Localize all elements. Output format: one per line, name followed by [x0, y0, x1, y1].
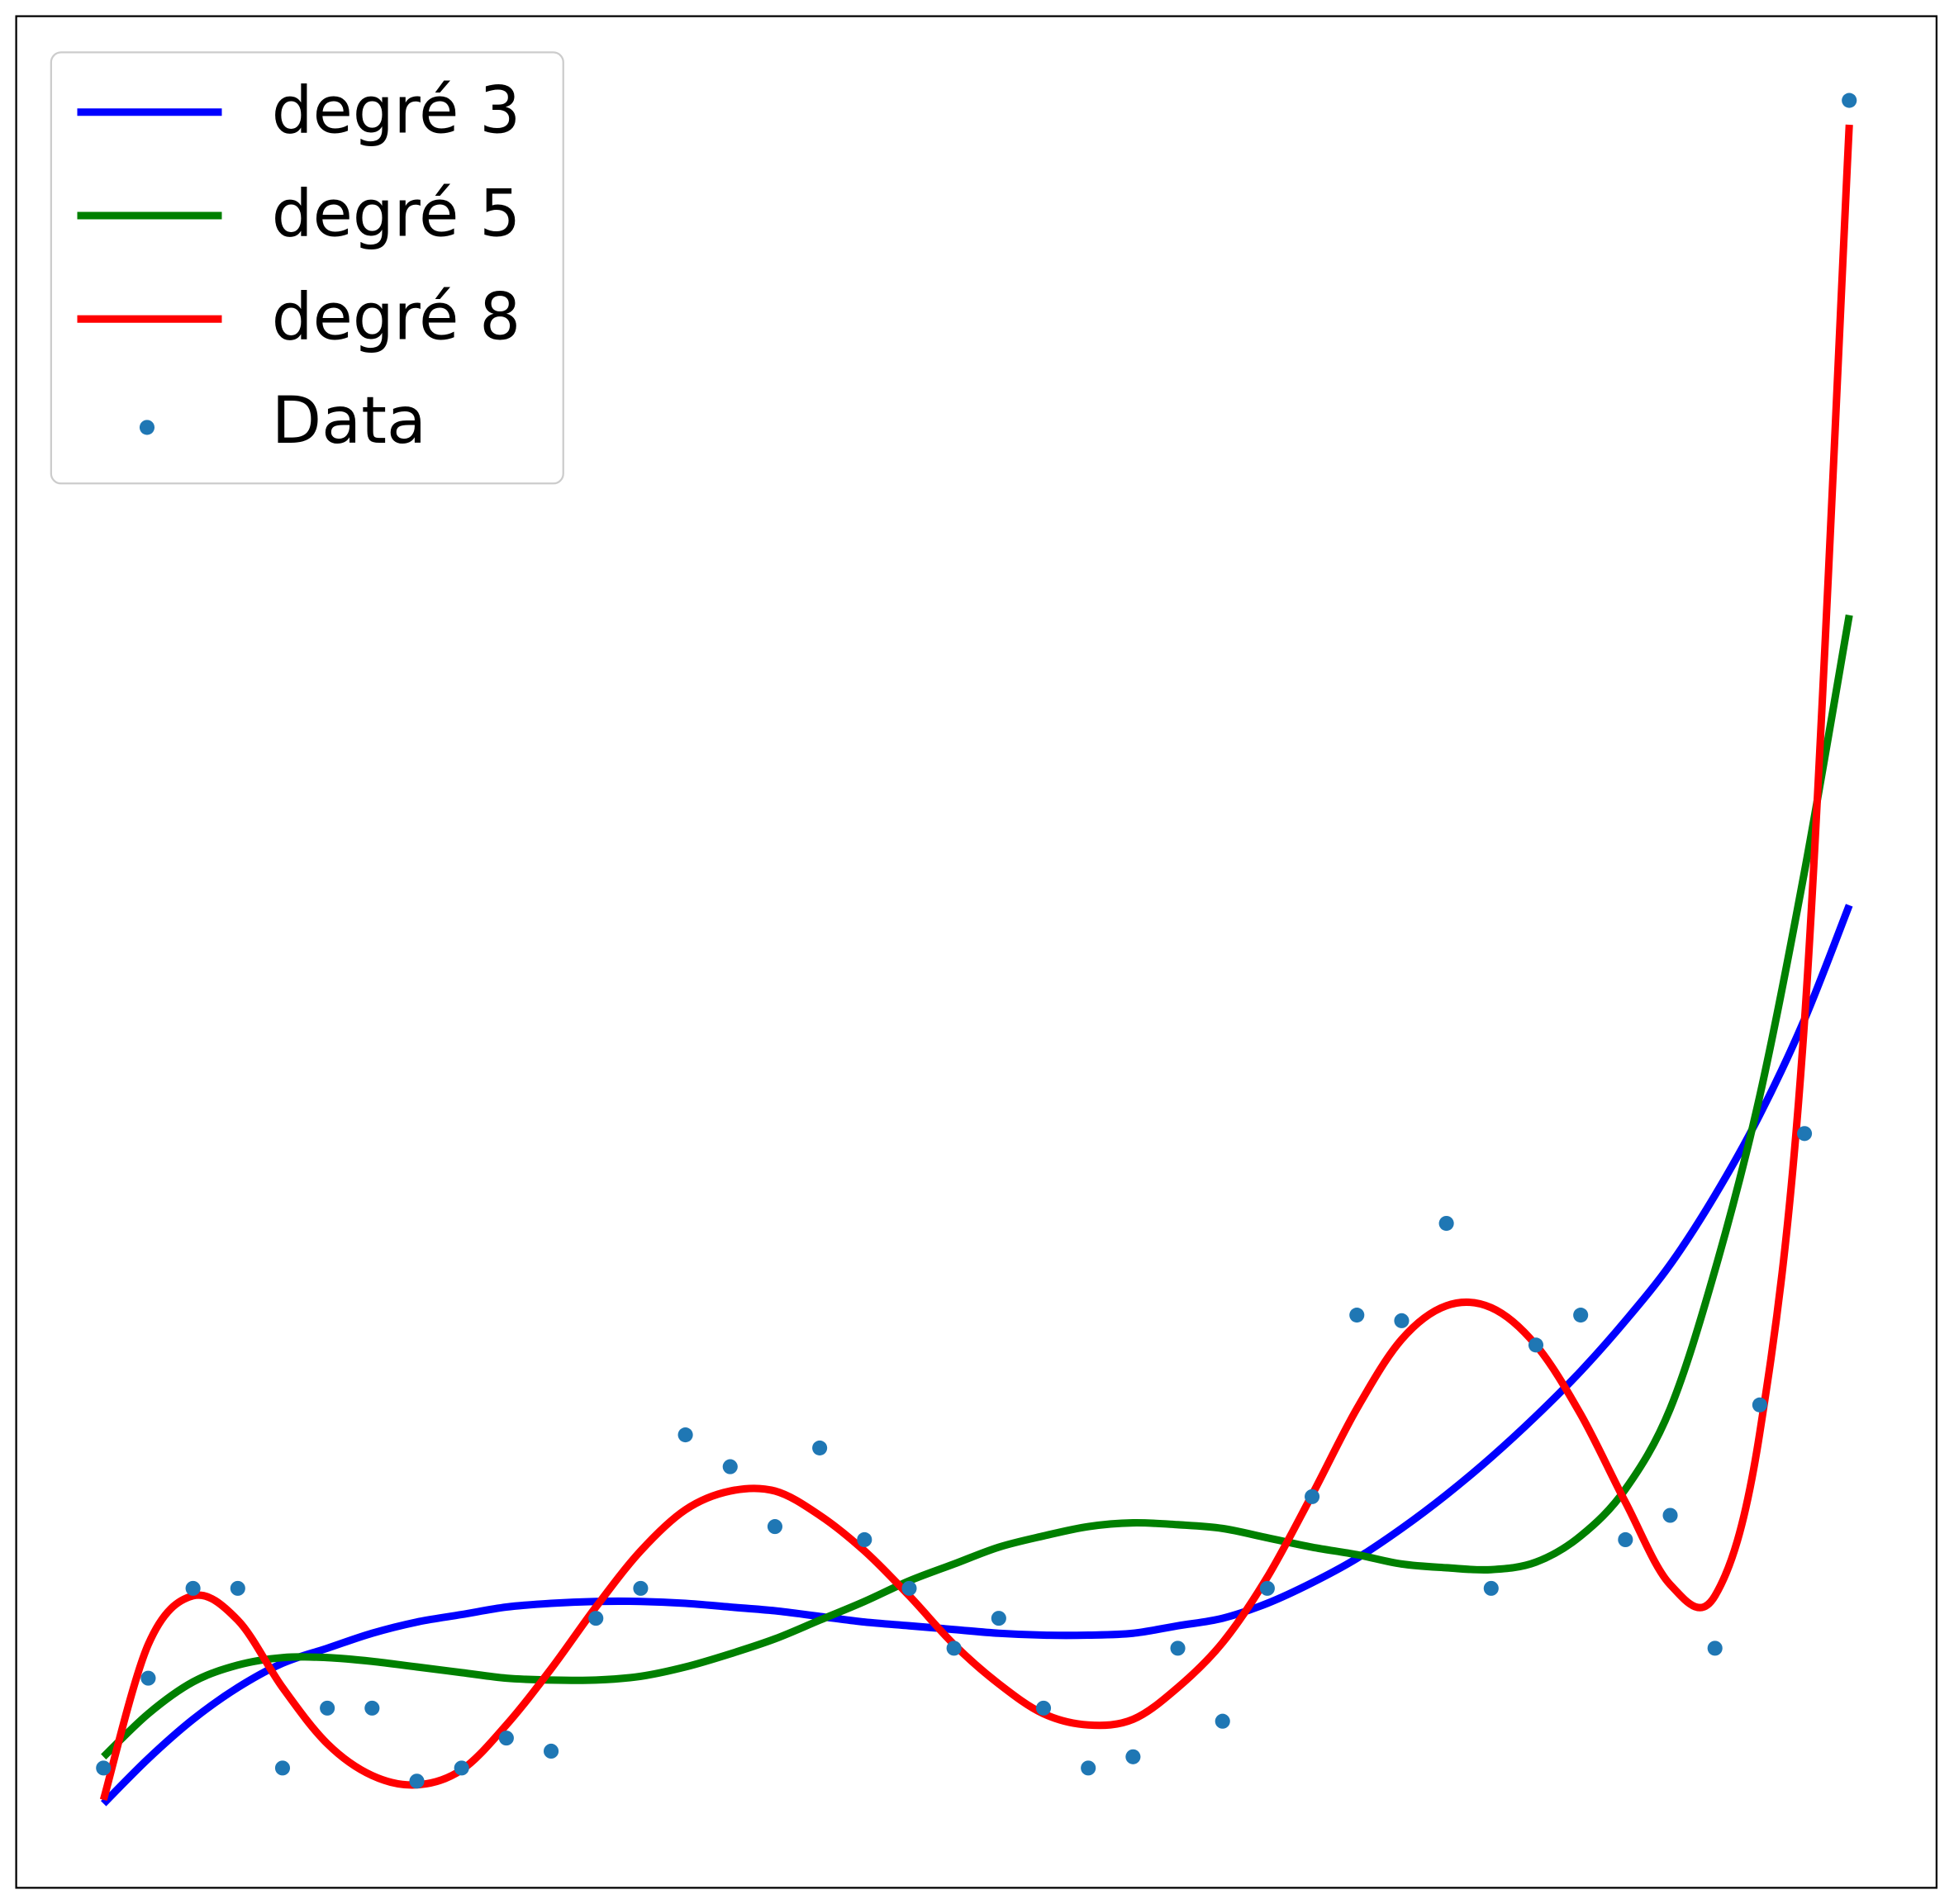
- data-point: [409, 1773, 425, 1789]
- data-point: [498, 1731, 514, 1746]
- data-point: [1528, 1337, 1544, 1353]
- legend-label: degré 8: [272, 280, 521, 355]
- data-point: [946, 1640, 962, 1656]
- fit-line: [101, 904, 1853, 1807]
- data-point: [857, 1531, 872, 1548]
- data-point: [1483, 1580, 1499, 1596]
- data-point: [364, 1700, 380, 1716]
- data-point: [1215, 1713, 1230, 1729]
- data-point: [230, 1580, 245, 1596]
- data-point: [274, 1760, 291, 1776]
- data-point: [1752, 1397, 1767, 1413]
- data-point: [633, 1580, 649, 1596]
- data-point: [1170, 1640, 1186, 1656]
- data-point: [1707, 1640, 1723, 1656]
- data-point: [1305, 1489, 1320, 1504]
- data-point: [812, 1440, 828, 1455]
- data-point: [1081, 1760, 1096, 1776]
- data-point: [96, 1760, 112, 1776]
- plot-area: [96, 93, 1857, 1807]
- data-point: [722, 1459, 738, 1474]
- fit-line: [101, 614, 1853, 1760]
- data-point: [1797, 1126, 1813, 1142]
- data-point: [185, 1580, 201, 1596]
- legend: degré 3 degré 5 degré 8 Data: [50, 51, 564, 485]
- data-point: [1125, 1749, 1141, 1764]
- data-point: [1438, 1215, 1454, 1232]
- data-point: [1573, 1308, 1589, 1323]
- data-point: [588, 1611, 604, 1626]
- data-point: [1394, 1313, 1410, 1328]
- legend-marker: [139, 420, 155, 435]
- data-point: [767, 1519, 782, 1535]
- data-point: [140, 1670, 156, 1686]
- legend-label: degré 5: [272, 176, 521, 251]
- legend-box: [50, 51, 564, 485]
- data-point: [1842, 93, 1857, 108]
- data-point: [677, 1427, 693, 1443]
- data-point: [991, 1611, 1006, 1626]
- data-point: [1035, 1700, 1052, 1716]
- data-point: [543, 1743, 559, 1759]
- data-point: [454, 1760, 469, 1776]
- data-point: [901, 1580, 917, 1596]
- legend-label: Data: [272, 383, 426, 458]
- fit-line: [99, 124, 1853, 1802]
- data-point: [1618, 1531, 1633, 1548]
- data-point: [1662, 1508, 1678, 1523]
- legend-label: degré 3: [272, 73, 521, 148]
- data-point: [1259, 1580, 1275, 1596]
- data-point: [320, 1700, 335, 1716]
- data-point: [1349, 1308, 1365, 1323]
